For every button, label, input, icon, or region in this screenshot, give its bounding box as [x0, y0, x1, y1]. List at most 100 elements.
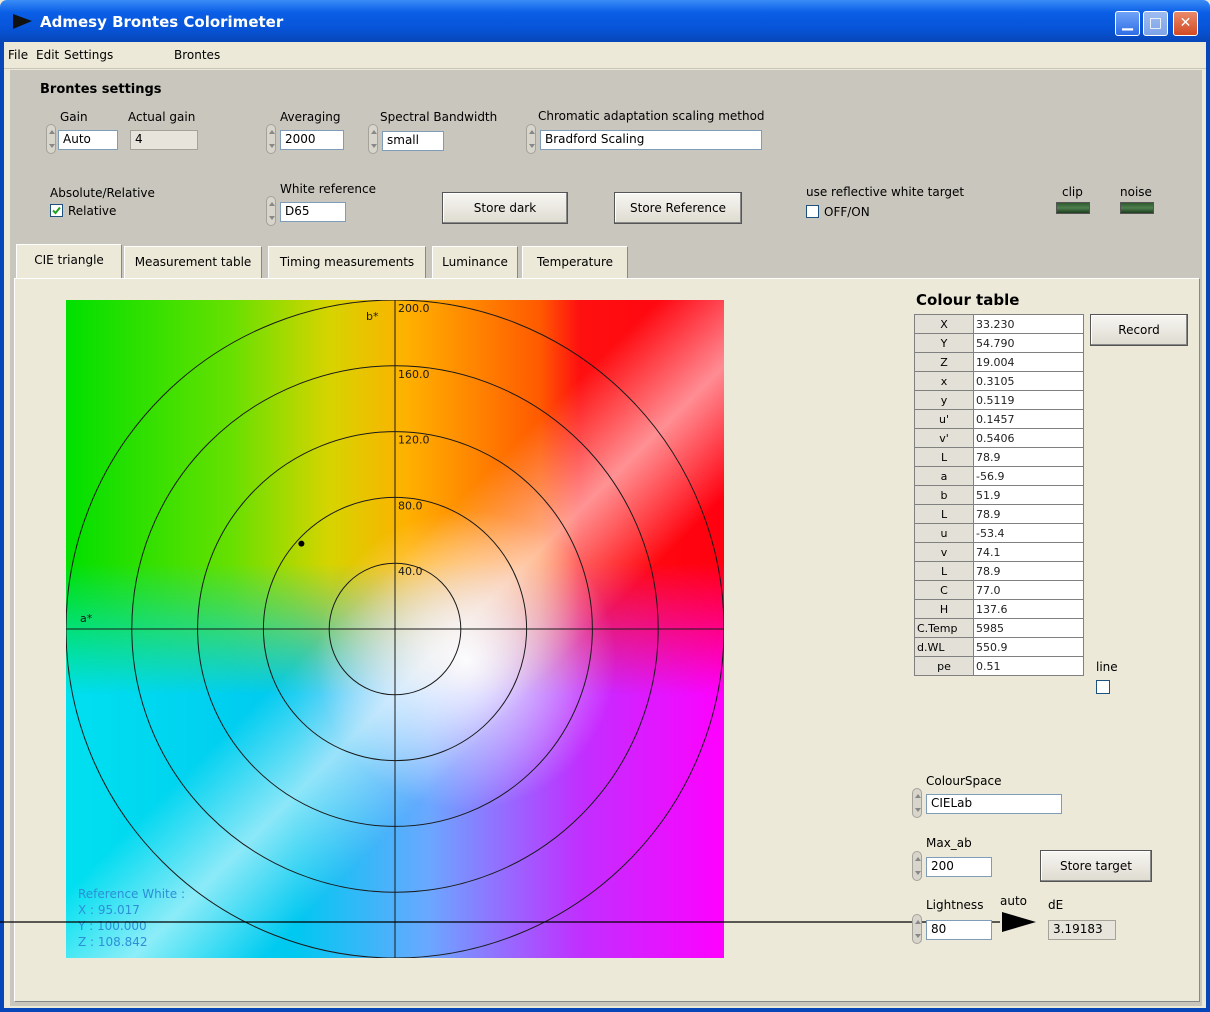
store-reference-button[interactable]: Store Reference: [614, 192, 742, 224]
colour-table-key: y: [913, 390, 975, 410]
maximize-button[interactable]: □: [1143, 11, 1168, 36]
colour-table-key: pe: [913, 656, 975, 676]
white-ref-field[interactable]: D65: [280, 202, 346, 222]
colour-table-key: a: [913, 466, 975, 486]
tab-temperature[interactable]: Temperature: [522, 246, 628, 278]
colour-table-key: H: [913, 599, 975, 619]
lightness-stepper[interactable]: [912, 914, 922, 944]
gain-label: Gain: [60, 110, 88, 124]
colour-table-key: x: [913, 371, 975, 391]
tab-cie-triangle[interactable]: CIE triangle: [16, 244, 122, 278]
maxab-stepper[interactable]: [912, 851, 922, 881]
minimize-button[interactable]: ▁: [1115, 11, 1140, 36]
minimize-icon: ▁: [1122, 15, 1133, 31]
reference-white-line: Reference White :: [78, 887, 185, 901]
colourspace-stepper[interactable]: [912, 788, 922, 818]
maxab-label: Max_ab: [926, 836, 972, 850]
chromatic-stepper[interactable]: [526, 124, 536, 154]
colour-table-key: d.WL: [913, 637, 975, 657]
menu-settings[interactable]: Settings: [64, 48, 114, 62]
colour-table-value: 78.9: [973, 504, 1084, 524]
colour-table-key: L: [913, 447, 975, 467]
actual-gain-field: 4: [130, 130, 198, 150]
reflective-label: use reflective white target: [806, 185, 965, 199]
close-button[interactable]: ✕: [1173, 11, 1198, 36]
gain-field[interactable]: Auto: [58, 130, 118, 150]
colour-table-value: 0.5119: [973, 390, 1084, 410]
colour-table-row: Z 19.004: [913, 352, 1084, 372]
colour-table-value: 0.3105: [973, 371, 1084, 391]
tab-timing-measurements[interactable]: Timing measurements: [268, 246, 426, 278]
menu-edit[interactable]: Edit: [36, 48, 60, 62]
colour-table-row: L 78.9: [913, 447, 1084, 467]
store-target-button[interactable]: Store target: [1040, 850, 1152, 882]
menu-brontes[interactable]: Brontes: [174, 48, 221, 62]
measured-point: [298, 540, 305, 547]
colour-table-value: 77.0: [973, 580, 1084, 600]
a-axis-label: a*: [80, 612, 93, 625]
clip-indicator: [1056, 202, 1090, 214]
pointer-arrow-icon: [0, 912, 1036, 932]
cie-lab-plot-svg: 200.0 160.0 120.0 80.0 40.0 b* a* Reference …: [66, 300, 724, 958]
reference-white-line: Z : 108.842: [78, 935, 148, 949]
colour-table-title: Colour table: [916, 291, 1020, 309]
actual-gain-label: Actual gain: [128, 110, 196, 124]
maxab-field[interactable]: 200: [926, 857, 992, 877]
colour-table-value: -53.4: [973, 523, 1084, 543]
colour-table-row: X 33.230: [913, 314, 1084, 334]
spectral-stepper[interactable]: [368, 124, 378, 154]
menu-file[interactable]: File: [8, 48, 29, 62]
colour-table-row: v' 0.5406: [913, 428, 1084, 448]
colour-table-key: X: [913, 314, 975, 334]
colour-table-key: C: [913, 580, 975, 600]
chromatic-field[interactable]: Bradford Scaling: [540, 130, 762, 150]
colour-table-row: C.Temp 5985: [913, 618, 1084, 638]
chromatic-label: Chromatic adaptation scaling method: [538, 109, 765, 123]
averaging-field[interactable]: 2000: [280, 130, 344, 150]
line-checkbox[interactable]: [1096, 680, 1110, 694]
cie-lab-plot[interactable]: 200.0 160.0 120.0 80.0 40.0 b* a* Reference …: [66, 300, 724, 958]
gain-stepper[interactable]: [46, 124, 56, 154]
colour-table-value: 5985: [973, 618, 1084, 638]
b-axis-label: b*: [366, 310, 379, 323]
store-dark-button[interactable]: Store dark: [442, 192, 568, 224]
spectral-field[interactable]: small: [382, 131, 444, 151]
menu-bar: File Edit Settings Brontes: [4, 44, 1206, 69]
tab-measurement-table[interactable]: Measurement table: [124, 246, 262, 278]
de-field: 3.19183: [1048, 920, 1116, 940]
colour-table-value: 0.5406: [973, 428, 1084, 448]
settings-heading: Brontes settings: [40, 82, 162, 97]
colour-table-row: b 51.9: [913, 485, 1084, 505]
white-ref-stepper[interactable]: [266, 196, 276, 226]
tab-luminance[interactable]: Luminance: [432, 246, 518, 278]
reflective-checkbox[interactable]: [806, 205, 819, 218]
ring-label: 40.0: [398, 565, 423, 578]
colourspace-field[interactable]: CIELab: [926, 794, 1062, 814]
relative-label: Relative: [68, 204, 117, 218]
colour-table-row: H 137.6: [913, 599, 1084, 619]
de-label: dE: [1048, 898, 1064, 912]
colour-table-value: 78.9: [973, 561, 1084, 581]
lightness-label: Lightness: [926, 898, 984, 912]
ring-label: 160.0: [398, 368, 430, 381]
window-title: Admesy Brontes Colorimeter: [40, 13, 284, 31]
colour-table-row: v 74.1: [913, 542, 1084, 562]
noise-indicator: [1120, 202, 1154, 214]
record-button[interactable]: Record: [1090, 314, 1188, 346]
colour-table-key: Z: [913, 352, 975, 372]
close-icon: ✕: [1179, 15, 1192, 31]
averaging-label: Averaging: [280, 110, 341, 124]
colour-table-key: v: [913, 542, 975, 562]
ring-label: 200.0: [398, 302, 430, 315]
title-bar[interactable]: Admesy Brontes Colorimeter ▁ □ ✕: [0, 0, 1210, 42]
absrel-label: Absolute/Relative: [50, 186, 155, 200]
colour-table-value: 137.6: [973, 599, 1084, 619]
colour-table-row: u -53.4: [913, 523, 1084, 543]
colour-table-value: 74.1: [973, 542, 1084, 562]
lightness-field[interactable]: 80: [926, 920, 992, 940]
spectral-label: Spectral Bandwidth: [380, 110, 498, 124]
averaging-stepper[interactable]: [266, 124, 276, 154]
colour-table-row: Y 54.790: [913, 333, 1084, 353]
colour-table-value: 0.1457: [973, 409, 1084, 429]
relative-checkbox[interactable]: [50, 204, 63, 217]
